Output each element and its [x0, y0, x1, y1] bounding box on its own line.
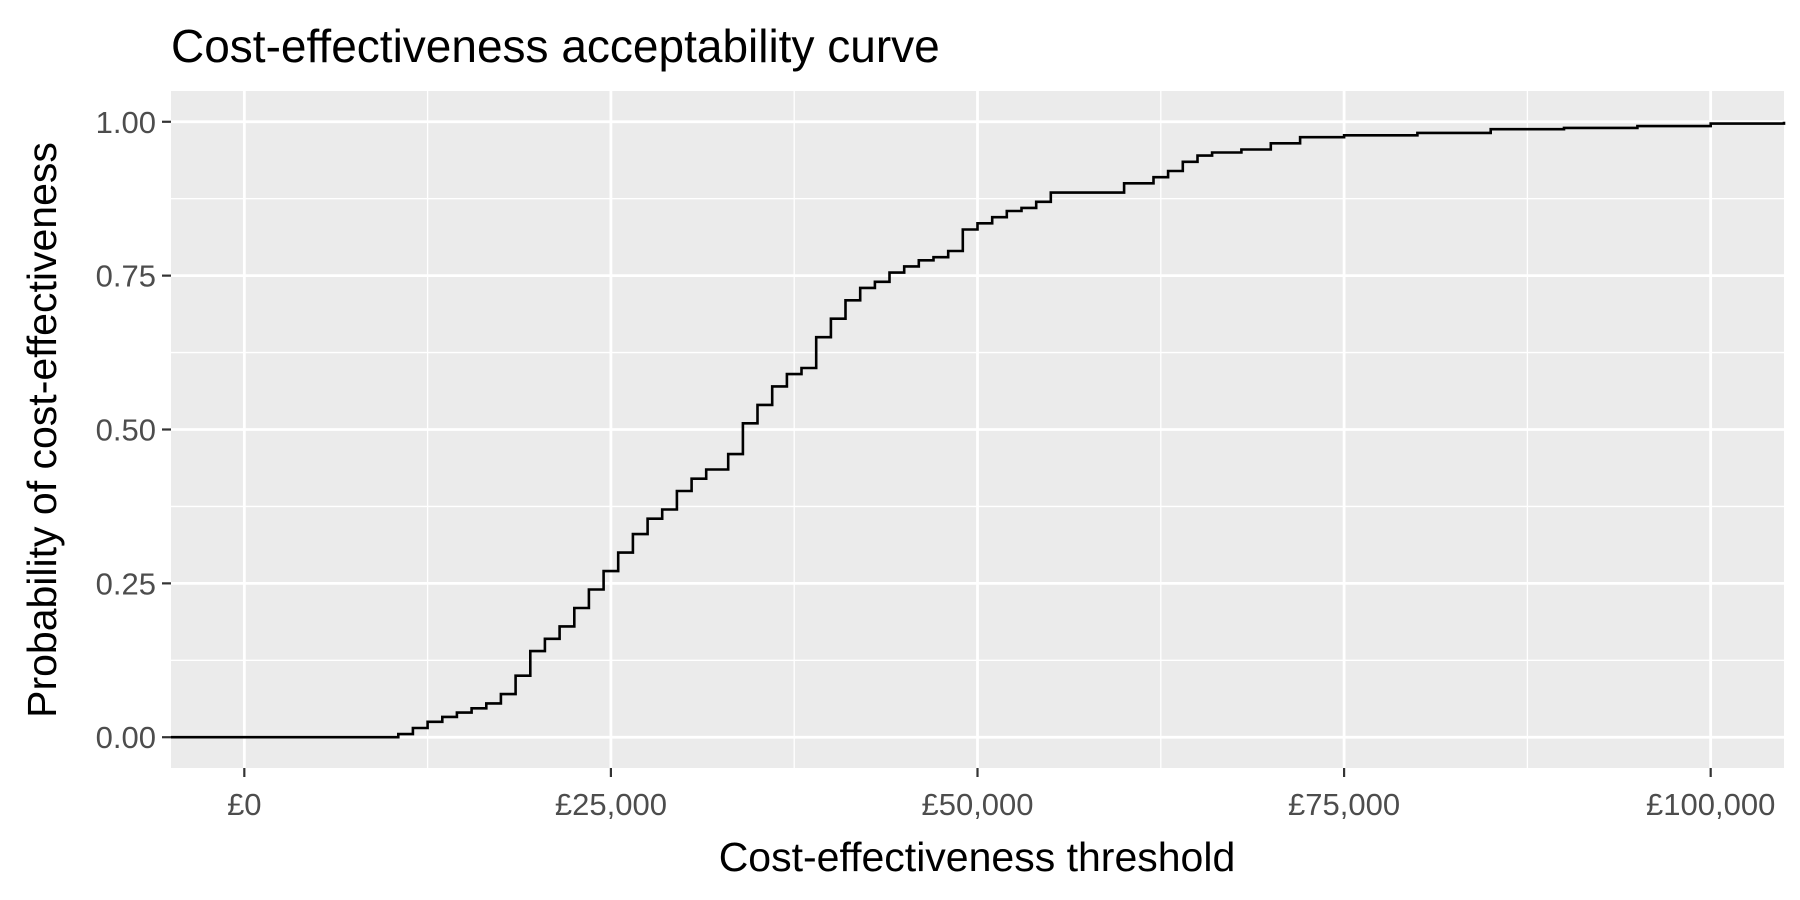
- x-tick-label: £100,000: [1646, 787, 1775, 822]
- chart-title: Cost-effectiveness acceptability curve: [171, 20, 940, 72]
- x-axis-title: Cost-effectiveness threshold: [719, 834, 1236, 880]
- y-tick-label: 0.25: [96, 566, 156, 601]
- x-tick-label: £75,000: [1288, 787, 1400, 822]
- y-tick-label: 0.75: [96, 259, 156, 294]
- x-tick-label: £0: [227, 787, 261, 822]
- y-tick-label: 1.00: [96, 105, 156, 140]
- x-tick-label: £50,000: [921, 787, 1033, 822]
- y-axis-title: Probability of cost-effectiveness: [19, 142, 65, 718]
- y-axis: 0.00 0.25 0.50 0.75 1.00: [96, 105, 171, 755]
- y-tick-label: 0.50: [96, 413, 156, 448]
- major-gridlines: [171, 91, 1784, 768]
- ceac-curve: [171, 121, 1786, 739]
- x-axis: £0 £25,000 £50,000 £75,000 £100,000: [227, 768, 1775, 822]
- x-tick-label: £25,000: [555, 787, 667, 822]
- y-tick-label: 0.00: [96, 720, 156, 755]
